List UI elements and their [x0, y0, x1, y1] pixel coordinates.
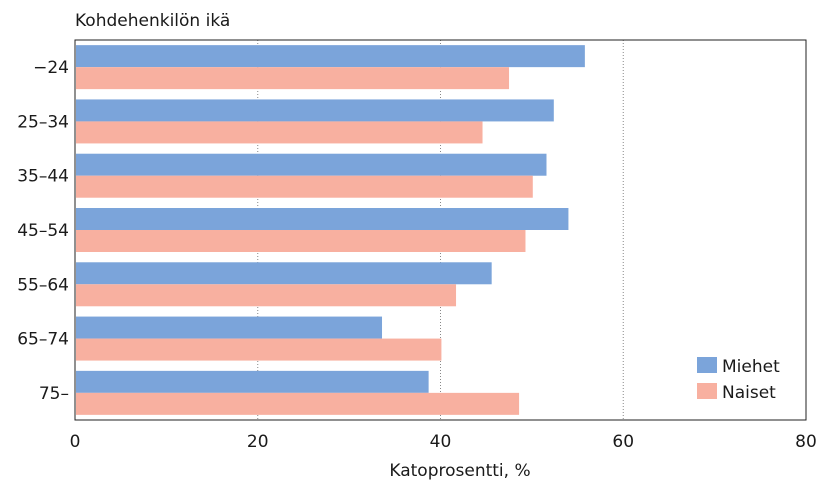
- bar-miehet-1: [76, 99, 554, 122]
- category-label: 25–34: [17, 112, 69, 132]
- bar-naiset-6: [76, 392, 520, 415]
- x-tick-label: 60: [612, 432, 634, 452]
- bar-miehet-3: [76, 208, 569, 230]
- plot-frame: [74, 39, 807, 421]
- category-label: −24: [33, 58, 69, 78]
- bars: [76, 45, 585, 415]
- bar-miehet-5: [76, 316, 383, 339]
- bar-naiset-4: [76, 284, 457, 307]
- category-label: 45–54: [17, 221, 69, 241]
- x-tick-labels: 0 20 40 60 80: [70, 432, 817, 452]
- category-label: 75–: [39, 384, 69, 404]
- bar-miehet-0: [76, 45, 585, 68]
- bar-miehet-2: [76, 153, 547, 176]
- bar-naiset-1: [76, 121, 483, 144]
- chart-title: Kohdehenkilön ikä: [75, 11, 230, 31]
- bar-naiset-3: [76, 230, 526, 252]
- x-tick-label: 0: [70, 432, 81, 452]
- x-tick-label: 20: [247, 432, 269, 452]
- x-tick-label: 40: [430, 432, 452, 452]
- bar-naiset-0: [76, 67, 510, 90]
- category-label: 65–74: [17, 330, 69, 350]
- legend-swatch-miehet: [697, 357, 717, 373]
- bar-miehet-4: [76, 262, 492, 285]
- category-labels: −24 25–34 35–44 45–54 55–64 65–74 75–: [17, 58, 69, 404]
- bar-naiset-5: [76, 338, 442, 361]
- legend-label-naiset: Naiset: [722, 383, 776, 403]
- legend-swatch-naiset: [697, 383, 717, 399]
- legend-label-miehet: Miehet: [722, 357, 780, 377]
- x-tick-label: 80: [795, 432, 817, 452]
- legend: Miehet Naiset: [697, 357, 780, 403]
- category-label: 55–64: [17, 275, 69, 295]
- x-axis-label: Katoprosentti, %: [389, 461, 530, 481]
- bar-naiset-2: [76, 175, 533, 198]
- category-label: 35–44: [17, 167, 69, 187]
- bar-miehet-6: [76, 370, 429, 393]
